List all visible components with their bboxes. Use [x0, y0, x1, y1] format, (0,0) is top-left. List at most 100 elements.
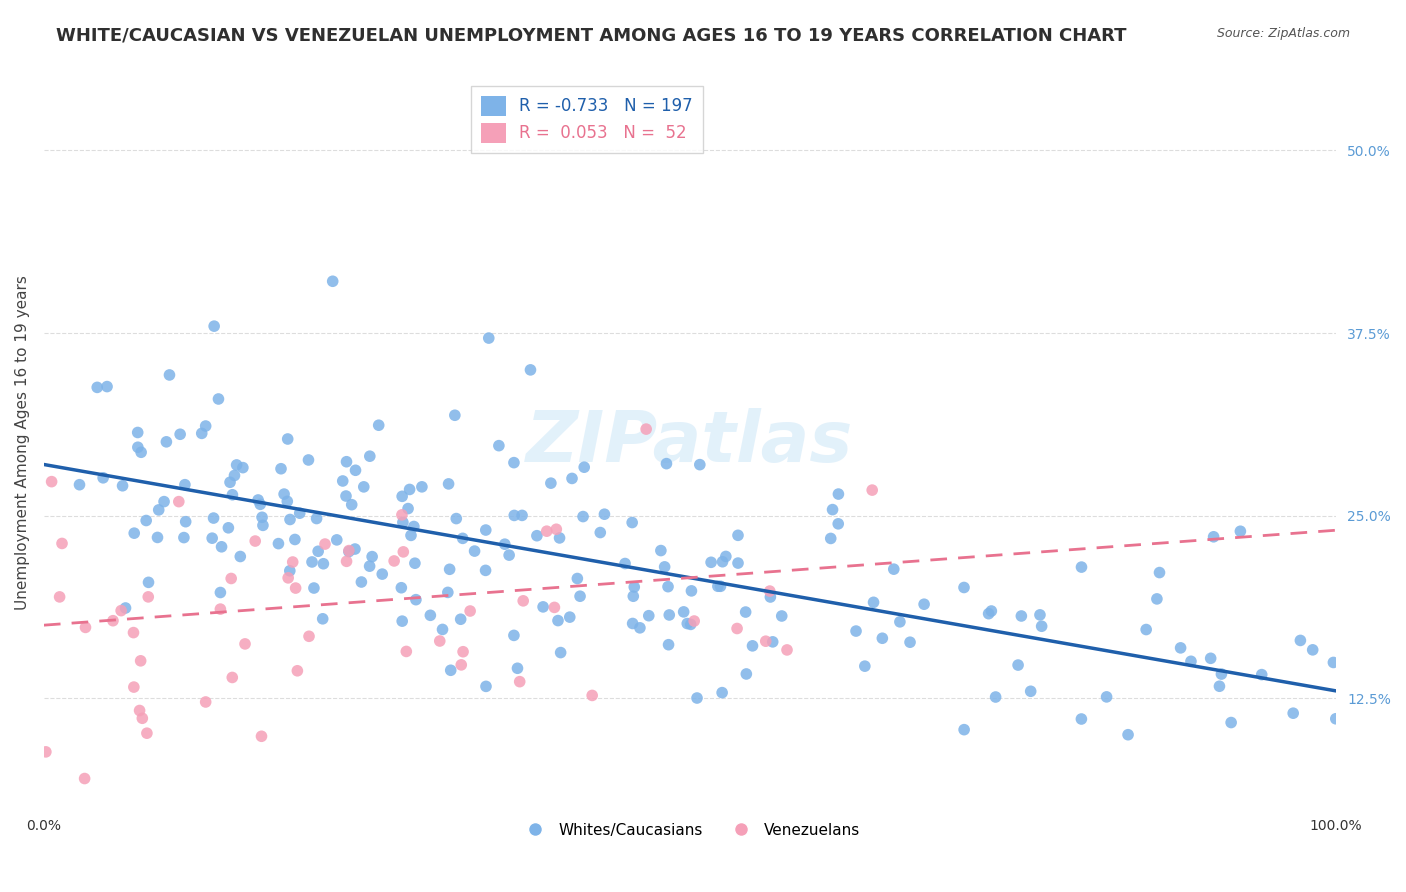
Point: [167, 494, 190, 508]
Point: [146, 531, 169, 545]
Point: [247, 493, 270, 508]
Point: [219, 475, 242, 490]
Point: [219, 572, 242, 586]
Point: [437, 476, 460, 491]
Point: [758, 584, 780, 599]
Point: [725, 622, 748, 636]
Point: [250, 729, 273, 743]
Point: [543, 600, 565, 615]
Point: [681, 583, 703, 598]
Text: ZIPatlas: ZIPatlas: [526, 409, 853, 477]
Point: [1302, 643, 1324, 657]
Point: [399, 528, 422, 542]
Point: [101, 614, 124, 628]
Point: [1007, 658, 1029, 673]
Point: [51, 536, 73, 550]
Point: [174, 477, 197, 491]
Point: [679, 617, 702, 632]
Point: [845, 624, 868, 638]
Point: [889, 615, 911, 629]
Point: [474, 563, 496, 577]
Point: [711, 686, 734, 700]
Point: [127, 425, 149, 440]
Point: [335, 455, 357, 469]
Point: [548, 531, 571, 545]
Point: [683, 614, 706, 628]
Point: [396, 501, 419, 516]
Point: [122, 680, 145, 694]
Point: [707, 579, 730, 593]
Point: [128, 704, 150, 718]
Point: [209, 585, 232, 599]
Point: [307, 544, 329, 558]
Point: [984, 690, 1007, 704]
Point: [432, 623, 454, 637]
Point: [770, 609, 793, 624]
Text: WHITE/CAUCASIAN VS VENEZUELAN UNEMPLOYMENT AMONG AGES 16 TO 19 YEARS CORRELATION: WHITE/CAUCASIAN VS VENEZUELAN UNEMPLOYME…: [56, 27, 1126, 45]
Point: [628, 621, 651, 635]
Point: [689, 458, 711, 472]
Point: [335, 489, 357, 503]
Point: [35, 745, 58, 759]
Point: [475, 679, 498, 693]
Point: [392, 545, 415, 559]
Point: [898, 635, 921, 649]
Point: [155, 434, 177, 449]
Point: [391, 614, 413, 628]
Point: [776, 643, 799, 657]
Point: [405, 592, 427, 607]
Point: [547, 614, 569, 628]
Point: [194, 419, 217, 434]
Point: [655, 457, 678, 471]
Point: [827, 487, 849, 501]
Point: [912, 597, 935, 611]
Point: [614, 557, 637, 571]
Point: [567, 572, 589, 586]
Point: [371, 567, 394, 582]
Point: [658, 607, 681, 622]
Point: [391, 489, 413, 503]
Point: [980, 604, 1002, 618]
Text: Source: ZipAtlas.com: Source: ZipAtlas.com: [1216, 27, 1350, 40]
Point: [1010, 609, 1032, 624]
Point: [202, 319, 225, 334]
Point: [122, 526, 145, 541]
Point: [138, 575, 160, 590]
Point: [340, 498, 363, 512]
Point: [135, 726, 157, 740]
Point: [440, 663, 463, 677]
Point: [429, 634, 451, 648]
Point: [509, 674, 531, 689]
Point: [464, 544, 486, 558]
Point: [159, 368, 181, 382]
Point: [1146, 591, 1168, 606]
Point: [404, 556, 426, 570]
Y-axis label: Unemployment Among Ages 16 to 19 years: Unemployment Among Ages 16 to 19 years: [15, 275, 30, 610]
Point: [531, 599, 554, 614]
Point: [540, 476, 562, 491]
Point: [129, 654, 152, 668]
Point: [285, 664, 308, 678]
Point: [419, 608, 441, 623]
Point: [676, 616, 699, 631]
Point: [755, 634, 778, 648]
Point: [148, 503, 170, 517]
Point: [526, 529, 548, 543]
Point: [657, 580, 679, 594]
Point: [298, 629, 321, 643]
Point: [439, 562, 461, 576]
Point: [169, 427, 191, 442]
Point: [201, 531, 224, 545]
Point: [270, 461, 292, 475]
Point: [302, 581, 325, 595]
Point: [322, 274, 344, 288]
Point: [392, 516, 415, 530]
Point: [312, 557, 335, 571]
Point: [1116, 728, 1139, 742]
Point: [284, 581, 307, 595]
Point: [312, 612, 335, 626]
Point: [96, 379, 118, 393]
Point: [252, 518, 274, 533]
Point: [654, 560, 676, 574]
Point: [977, 607, 1000, 621]
